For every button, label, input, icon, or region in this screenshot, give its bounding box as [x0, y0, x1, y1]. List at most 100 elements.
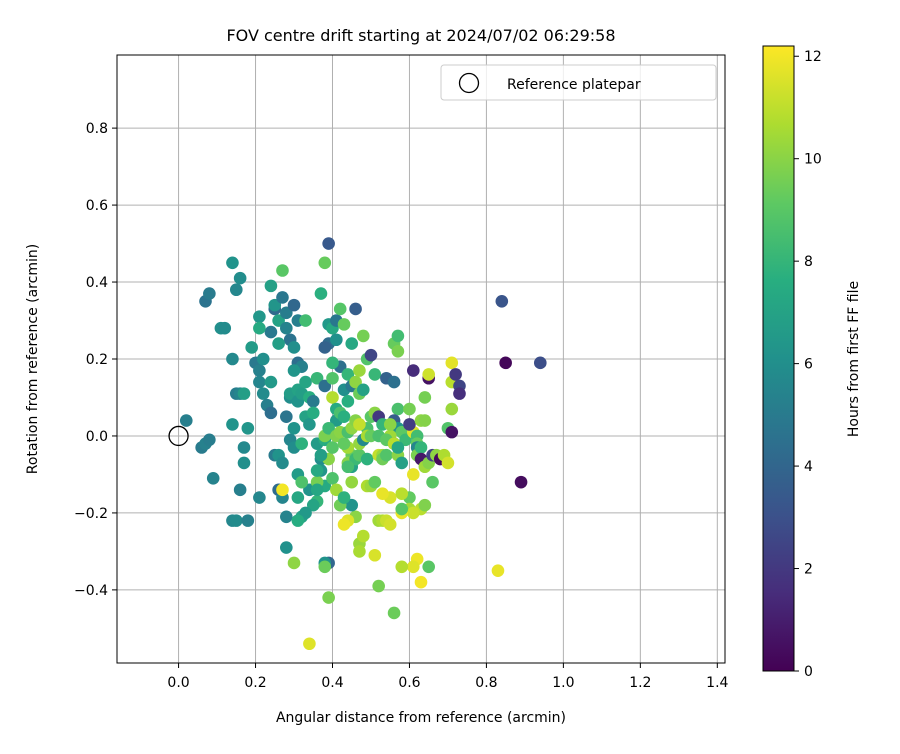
data-point [272, 337, 285, 350]
data-point [388, 607, 401, 620]
data-point [280, 541, 293, 554]
data-point [315, 287, 328, 300]
data-point [407, 364, 420, 377]
data-point [203, 434, 216, 447]
data-point [238, 441, 251, 454]
data-point [392, 345, 405, 358]
data-point [384, 518, 397, 531]
data-point [445, 426, 458, 439]
data-point [245, 341, 258, 354]
data-point [449, 368, 462, 381]
data-point [280, 322, 293, 335]
data-point [422, 368, 435, 381]
data-point [288, 299, 301, 312]
data-point [357, 383, 370, 396]
data-point [326, 372, 339, 385]
data-point [288, 364, 301, 377]
data-point [326, 391, 339, 404]
data-point [338, 491, 351, 504]
x-tick-label: 0.0 [167, 675, 189, 691]
data-point [303, 637, 316, 650]
data-point [326, 441, 339, 454]
grid-lines [117, 55, 725, 663]
colorbar-gradient [763, 46, 794, 671]
data-point [253, 364, 266, 377]
y-axis-label: Rotation from reference (arcmin) [25, 244, 41, 474]
y-tick-label: 0.6 [86, 198, 108, 214]
data-point [403, 418, 416, 431]
y-tick-label: 0.2 [86, 352, 108, 368]
data-point [242, 514, 255, 527]
data-point [226, 353, 239, 366]
data-point [369, 476, 382, 489]
data-point [515, 476, 528, 489]
data-point [238, 457, 251, 470]
data-point [288, 422, 301, 435]
data-point [318, 560, 331, 573]
legend-entry: Reference platepar [507, 77, 641, 93]
data-point [330, 333, 343, 346]
colorbar-tick-label: 8 [804, 254, 813, 270]
data-point [238, 387, 251, 400]
data-point [226, 256, 239, 269]
data-point [265, 280, 278, 293]
chart-figure: FOV centre drift starting at 2024/07/02 … [0, 0, 900, 754]
x-tick-label: 1.0 [552, 675, 574, 691]
data-point [326, 472, 339, 485]
data-point [253, 376, 266, 389]
data-point [338, 437, 351, 450]
colorbar-tick-label: 4 [804, 459, 813, 475]
data-point [357, 530, 370, 543]
colorbar: 0 2 4 6 8 10 12 Hours from first FF file [763, 46, 862, 680]
x-tick-label: 0.6 [398, 675, 420, 691]
data-point [307, 407, 320, 420]
x-tick-label: 1.4 [706, 675, 728, 691]
data-point [345, 337, 358, 350]
data-point [338, 410, 351, 423]
colorbar-tick-label: 2 [804, 562, 813, 578]
data-point [496, 295, 509, 308]
data-point [361, 453, 374, 466]
colorbar-label: Hours from first FF file [846, 281, 862, 437]
data-point [403, 403, 416, 416]
data-point [288, 557, 301, 570]
colorbar-ticks: 0 2 4 6 8 10 12 [794, 49, 822, 680]
data-point [307, 395, 320, 408]
data-point [395, 487, 408, 500]
data-point [303, 418, 316, 431]
data-point [253, 310, 266, 323]
data-point [445, 403, 458, 416]
data-point [265, 326, 278, 339]
data-point [257, 353, 270, 366]
data-point [234, 484, 247, 497]
data-point [392, 441, 405, 454]
data-point [342, 395, 355, 408]
data-point [415, 441, 428, 454]
data-point [338, 518, 351, 531]
data-point [322, 237, 335, 250]
colorbar-tick-label: 12 [804, 49, 822, 65]
x-tick-label: 0.8 [475, 675, 497, 691]
data-point [353, 545, 366, 558]
data-point [349, 303, 362, 316]
data-point [218, 322, 231, 335]
data-point [207, 472, 220, 485]
data-point [445, 357, 458, 370]
data-point [253, 491, 266, 504]
x-tick-label: 0.2 [244, 675, 266, 691]
legend: Reference platepar [441, 65, 716, 100]
data-point [353, 418, 366, 431]
data-point [299, 376, 312, 389]
y-tick-label: −0.2 [74, 506, 108, 522]
data-point [407, 507, 420, 520]
chart-title: FOV centre drift starting at 2024/07/02 … [226, 26, 615, 45]
x-axis-label: Angular distance from reference (arcmin) [276, 710, 566, 726]
data-point [426, 476, 439, 489]
data-point [295, 437, 308, 450]
y-tick-label: 0.4 [86, 275, 108, 291]
data-point [318, 256, 331, 269]
data-point [295, 476, 308, 489]
data-point [265, 407, 278, 420]
data-point [253, 322, 266, 335]
data-point [392, 403, 405, 416]
